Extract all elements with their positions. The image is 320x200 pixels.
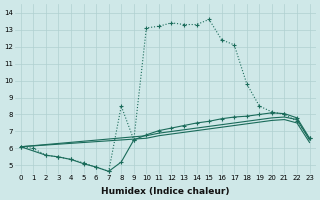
X-axis label: Humidex (Indice chaleur): Humidex (Indice chaleur) [101, 187, 229, 196]
